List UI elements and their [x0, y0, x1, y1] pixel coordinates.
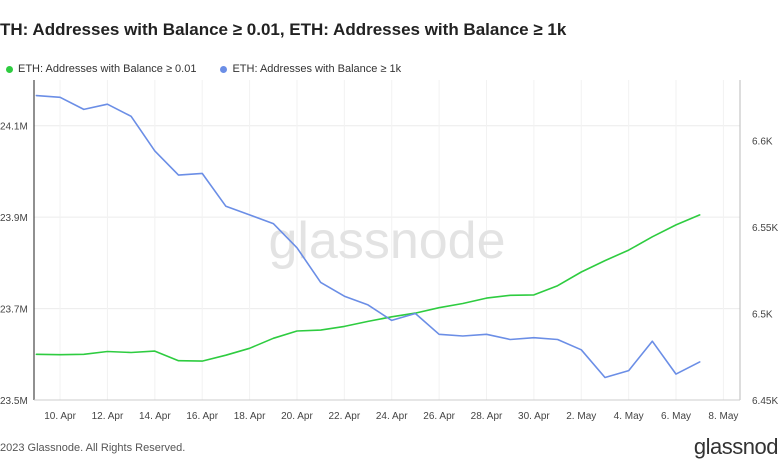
y-right-tick-label: 6.45K	[752, 396, 778, 407]
x-tick-label: 28. Apr	[471, 411, 503, 422]
x-tick-label: 2. May	[566, 411, 596, 422]
x-tick-label: 10. Apr	[44, 411, 76, 422]
legend-dot-blue	[220, 65, 228, 73]
chart-legend: ETH: Addresses with Balance ≥ 0.01 ETH: …	[6, 63, 401, 75]
series-line-balance-001	[35, 214, 701, 362]
legend-item-balance-1k[interactable]: ETH: Addresses with Balance ≥ 1k	[220, 63, 401, 75]
y-right-tick-label: 6.55K	[752, 223, 778, 234]
brand-logo: glassnod	[693, 434, 779, 459]
y-left-tick-label: 23.9M	[0, 213, 28, 224]
y-left-tick-label: 23.5M	[0, 396, 28, 407]
y-right-tick-label: 6.6K	[752, 137, 773, 148]
copyright-text: 2023 Glassnode. All Rights Reserved.	[0, 442, 186, 454]
x-tick-label: 30. Apr	[518, 411, 550, 422]
x-tick-label: 12. Apr	[92, 411, 124, 422]
page-title: TH: Addresses with Balance ≥ 0.01, ETH: …	[0, 20, 567, 39]
x-tick-label: 24. Apr	[376, 411, 408, 422]
watermark-text: glassnode	[268, 212, 505, 270]
y-left-tick-label: 23.7M	[0, 305, 28, 316]
x-tick-label: 20. Apr	[281, 411, 313, 422]
x-tick-label: 8. May	[708, 411, 738, 422]
x-tick-label: 4. May	[614, 411, 644, 422]
x-tick-label: 22. Apr	[329, 411, 361, 422]
y-left-tick-label: 24.1M	[0, 122, 28, 133]
legend-item-balance-001[interactable]: ETH: Addresses with Balance ≥ 0.01	[6, 63, 196, 75]
x-tick-label: 14. Apr	[139, 411, 171, 422]
x-tick-label: 16. Apr	[186, 411, 218, 422]
legend-label: ETH: Addresses with Balance ≥ 0.01	[18, 63, 197, 75]
legend-label: ETH: Addresses with Balance ≥ 1k	[232, 63, 402, 75]
y-right-tick-label: 6.5K	[752, 310, 773, 321]
legend-dot-green	[6, 65, 13, 73]
x-tick-label: 18. Apr	[234, 411, 266, 422]
series-line-balance-1k	[35, 94, 701, 379]
x-tick-label: 26. Apr	[423, 411, 455, 422]
x-tick-label: 6. May	[661, 411, 691, 422]
